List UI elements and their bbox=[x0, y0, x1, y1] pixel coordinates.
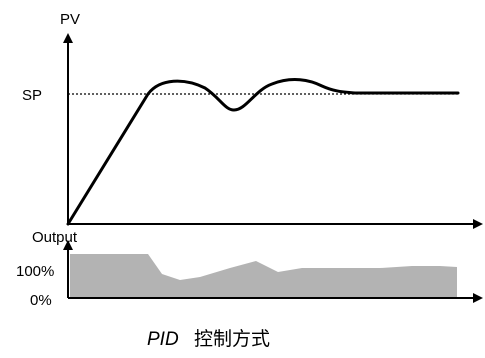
sp-label: SP bbox=[22, 87, 42, 104]
caption-title: PID bbox=[147, 329, 179, 350]
output-100-label: 100% bbox=[16, 263, 54, 280]
output-axis-label: Output bbox=[32, 229, 78, 246]
pv-response-curve bbox=[66, 78, 460, 226]
output-0-label: 0% bbox=[30, 292, 52, 309]
output-area bbox=[70, 254, 457, 297]
caption-subtitle: 控制方式 bbox=[194, 328, 270, 350]
pv-axis-label: PV bbox=[60, 11, 80, 28]
